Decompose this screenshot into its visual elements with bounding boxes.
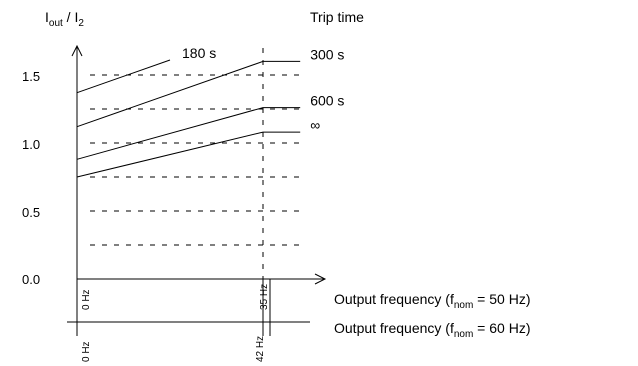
curve-layer: [76, 59, 301, 178]
trip-curve-label: 180 s: [182, 45, 216, 61]
label-layer: 180 s 300 s 600 s ∞: [182, 45, 344, 133]
freq-scale-50-tick-0: 0 Hz: [81, 289, 92, 310]
y-tick-label: 1.5: [22, 69, 40, 84]
y-tick-label: 0.0: [22, 272, 40, 287]
trip-curve-line: [76, 59, 171, 94]
freq-scale-60-tick-max: 42 Hz: [255, 336, 266, 362]
frequency-scale-frame: [67, 279, 310, 336]
y-axis: [71, 44, 83, 279]
trip-curve-line: [76, 60, 301, 128]
trip-curve-line: [76, 131, 301, 178]
frequency-label-60hz: Output frequency (fnom = 60 Hz): [334, 320, 531, 340]
frequency-label-50hz: Output frequency (fnom = 50 Hz): [334, 291, 531, 311]
trip-curve-line: [76, 107, 301, 160]
trip-curve-label: 600 s: [310, 93, 344, 109]
grid-layer: [90, 48, 300, 279]
legend-title: Trip time: [310, 9, 364, 25]
trip-curve-label: ∞: [310, 117, 320, 133]
y-axis-label: Iout / I2: [45, 9, 84, 29]
y-tick-label: 0.5: [22, 205, 40, 220]
freq-scale-50-tick-max: 35 Hz: [259, 284, 270, 310]
x-axis: [77, 273, 327, 285]
freq-scale-60-tick-0: 0 Hz: [81, 341, 92, 362]
trip-curve-label: 300 s: [310, 46, 344, 62]
y-tick-label: 1.0: [22, 137, 40, 152]
